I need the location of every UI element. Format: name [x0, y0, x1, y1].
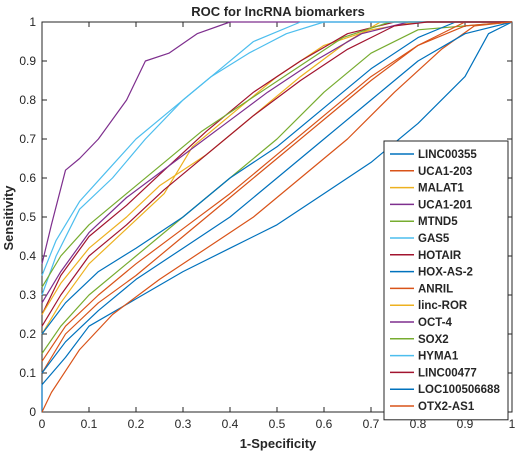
- legend-entry: linc-ROR: [418, 300, 468, 312]
- y-axis-label: Sensitivity: [1, 185, 16, 251]
- x-tick-label: 0.2: [128, 417, 145, 431]
- x-tick-label: 0.8: [410, 417, 427, 431]
- x-tick-label: 0.4: [222, 417, 239, 431]
- x-tick-label: 0.7: [363, 417, 380, 431]
- legend-entry: OTX2-AS1: [418, 401, 475, 413]
- x-tick-label: 1: [509, 417, 516, 431]
- y-tick-label: 0.7: [19, 132, 36, 146]
- series-line-2: [41, 21, 512, 335]
- legend-entry: SOX2: [418, 334, 449, 346]
- y-tick-label: 0.2: [19, 327, 36, 341]
- series-line-3: [41, 21, 512, 264]
- x-tick-label: 0.5: [269, 417, 286, 431]
- legend-entry: LINC00355: [418, 149, 477, 161]
- x-tick-label: 0: [39, 417, 46, 431]
- x-tick-label: 0.9: [457, 417, 474, 431]
- series-line-7: [41, 21, 512, 335]
- legend-entry: UCA1-203: [418, 166, 472, 178]
- x-tick-label: 0.3: [175, 417, 192, 431]
- legend-entry: HOTAIR: [418, 250, 462, 262]
- series-line-13: [41, 21, 512, 327]
- series-line-6: [41, 21, 512, 315]
- series-line-14: [41, 21, 513, 374]
- series-line-1: [41, 21, 513, 413]
- legend-entry: HYMA1: [418, 351, 459, 363]
- y-tick-label: 0.8: [19, 93, 36, 107]
- series-line-15: [41, 21, 513, 362]
- y-tick-label: 1: [29, 15, 36, 29]
- series-line-5: [41, 21, 512, 296]
- series-line-12: [41, 21, 512, 276]
- x-tick-label: 0.1: [81, 417, 98, 431]
- x-tick-label: 0.6: [316, 417, 333, 431]
- x-axis-label: 1-Specificity: [240, 436, 317, 451]
- y-tick-label: 0.3: [19, 288, 36, 302]
- y-tick-label: 0: [29, 405, 36, 419]
- series-line-0: [41, 21, 513, 412]
- legend-entry: LOC100506688: [418, 384, 500, 396]
- legend: LINC00355 UCA1-203 MALAT1 UCA1-201 MTND5 GAS5…: [383, 140, 509, 421]
- legend-entry: GAS5: [418, 233, 450, 245]
- series-line-11: [41, 21, 512, 288]
- y-tick-label: 0.6: [19, 171, 36, 185]
- legend-entry: HOX-AS-2: [418, 267, 473, 279]
- legend-entry: OCT-4: [418, 317, 452, 329]
- y-tick-label: 0.4: [19, 249, 36, 263]
- y-tick-label: 0.5: [19, 210, 36, 224]
- series-lines: [41, 21, 513, 413]
- axes: 0 0.1 0.2 0.3 0.4 0.5 0.6 0.7 0.8 0.9 1 0 0.1 0.2 0.3 0…: [19, 15, 515, 431]
- series-line-10: [41, 21, 512, 304]
- y-tick-label: 0.9: [19, 54, 36, 68]
- legend-entry: LINC00477: [418, 367, 477, 379]
- chart-title: ROC for lncRNA biomarkers: [191, 4, 365, 19]
- legend-entry: UCA1-201: [418, 199, 473, 211]
- legend-entry: ANRIL: [418, 283, 453, 295]
- y-tick-label: 0.1: [19, 366, 36, 380]
- legend-entry: MALAT1: [418, 183, 464, 195]
- legend-entry: MTND5: [418, 216, 458, 228]
- series-line-8: [41, 21, 512, 374]
